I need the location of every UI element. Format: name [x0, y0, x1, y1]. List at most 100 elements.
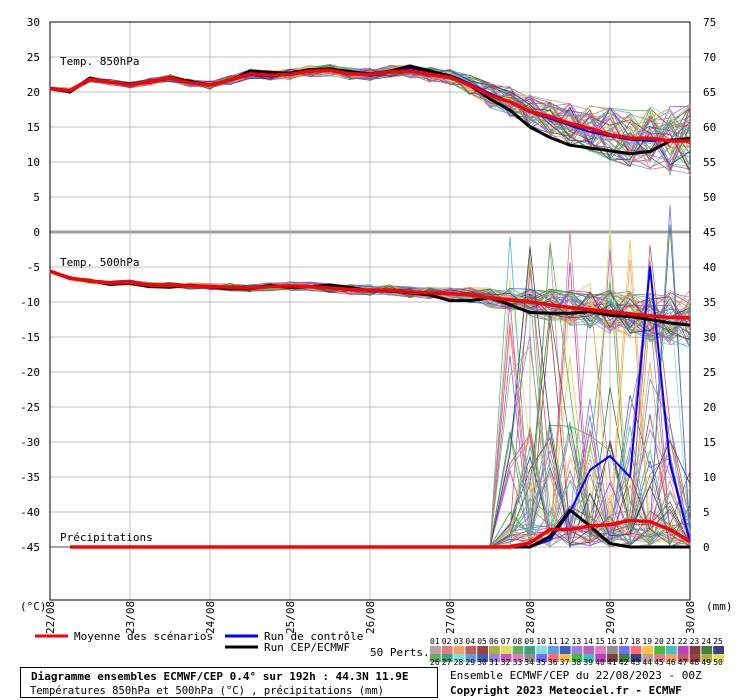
pert-swatch-bottom [559, 654, 571, 662]
pert-number-top: 18 [631, 637, 641, 646]
right-tick-label: 60 [703, 121, 716, 134]
pert-number-top: 13 [572, 637, 582, 646]
pert-number-top: 06 [489, 637, 499, 646]
right-tick-label: 55 [703, 156, 716, 169]
pert-number-bottom: 39 [583, 658, 593, 667]
pert-number-top: 11 [548, 637, 558, 646]
right-tick-label: 45 [703, 226, 716, 239]
pert-swatch-top [618, 646, 630, 654]
right-tick-label: 25 [703, 366, 716, 379]
right-tick-label: 65 [703, 86, 716, 99]
right-tick-label: 40 [703, 261, 716, 274]
left-tick-label: 30 [27, 16, 40, 29]
left-tick-label: -15 [20, 331, 40, 344]
pert-swatch-top [548, 646, 559, 654]
pert-number-bottom: 45 [654, 658, 664, 667]
pert-number-bottom: 29 [465, 658, 475, 667]
left-tick-label: -10 [20, 296, 40, 309]
chart-title: Diagramme ensembles ECMWF/CEP 0.4° sur 1… [31, 670, 409, 683]
pert-number-top: 23 [690, 637, 700, 646]
x-date-label: 24/08 [204, 601, 217, 634]
pert-850-line [49, 70, 691, 167]
pert-swatch-top [524, 646, 536, 654]
legend-control-label: Run de contrôle [264, 630, 363, 643]
left-unit-label: (°C) [20, 600, 47, 613]
title-box: Diagramme ensembles ECMWF/CEP 0.4° sur 1… [20, 667, 438, 698]
pert-swatch-top [489, 646, 500, 654]
pert-number-bottom: 37 [560, 658, 570, 667]
pert-swatch-bottom [512, 654, 524, 662]
panel-label-500: Temp. 500hPa [60, 256, 139, 269]
pert-number-bottom: 26 [430, 658, 440, 667]
pert-swatch-top [713, 646, 724, 654]
pert-number-bottom: 34 [524, 658, 534, 667]
pert-swatch-top [453, 646, 465, 654]
right-tick-label: 0 [703, 541, 710, 554]
legend: Moyenne des scénarios Run de contrôle Ru… [35, 630, 724, 667]
pert-number-bottom: 31 [489, 658, 499, 667]
right-tick-label: 70 [703, 51, 716, 64]
plot-frame [49, 21, 691, 601]
pert-swatch-top [607, 646, 618, 654]
pert-number-bottom: 40 [595, 658, 605, 667]
legend-mean-label: Moyenne des scénarios [74, 630, 213, 643]
pert-swatch-top [477, 646, 488, 654]
right-tick-label: 75 [703, 16, 716, 29]
pert-swatch-bottom [595, 654, 606, 662]
pert-swatch-bottom [430, 654, 441, 662]
left-tick-label: -45 [20, 541, 40, 554]
perturbation-legend-grid: 01 02 03 04 05 06 07 08 09 10 11 12 13 14 15 16 17 18 19 20… [430, 637, 724, 667]
left-tick-label: 15 [27, 121, 40, 134]
x-date-label: 22/08 [44, 601, 57, 634]
chart-axes [49, 21, 691, 601]
pert-swatch-top [500, 646, 512, 654]
x-date-label: 30/08 [684, 601, 697, 634]
pert-swatch-bottom [618, 654, 630, 662]
right-tick-label: 10 [703, 471, 716, 484]
pert-swatch-bottom [500, 654, 512, 662]
left-tick-label: -25 [20, 401, 40, 414]
x-date-label: 29/08 [604, 601, 617, 634]
pert-swatch-bottom [571, 654, 583, 662]
pert-swatch-bottom [441, 654, 453, 662]
pert-swatch-top [512, 646, 524, 654]
pert-number-top: 01 [430, 637, 440, 646]
pert-number-bottom: 27 [442, 658, 452, 667]
panel-label-850: Temp. 850hPa [60, 55, 139, 68]
left-tick-label: 5 [33, 191, 40, 204]
pert-swatch-top [441, 646, 453, 654]
pert-swatch-top [654, 646, 665, 654]
pert-number-top: 25 [713, 637, 723, 646]
left-tick-label: 0 [33, 226, 40, 239]
left-tick-label: 10 [27, 156, 40, 169]
pert-swatch-bottom [666, 654, 677, 662]
pert-number-top: 08 [513, 637, 523, 646]
left-tick-label: -30 [20, 436, 40, 449]
pert-number-bottom: 43 [631, 658, 641, 667]
x-date-label: 25/08 [284, 601, 297, 634]
pert-swatch-top [430, 646, 441, 654]
left-tick-label: -40 [20, 506, 40, 519]
run-info: Ensemble ECMWF/CEP du 22/08/2023 - 00Z [450, 669, 702, 682]
pert-number-bottom: 30 [477, 658, 487, 667]
pert-number-top: 12 [560, 637, 570, 646]
pert-number-bottom: 47 [678, 658, 688, 667]
pert-number-top: 03 [454, 637, 464, 646]
right-tick-label: 15 [703, 436, 716, 449]
pert-number-bottom: 38 [572, 658, 582, 667]
pert-swatch-top [642, 646, 654, 654]
pert-number-bottom: 32 [501, 658, 511, 667]
pert-swatch-bottom [524, 654, 536, 662]
x-date-label: 27/08 [444, 601, 457, 634]
pert-number-bottom: 50 [713, 658, 723, 667]
pert-number-top: 09 [524, 637, 534, 646]
pert-number-top: 21 [666, 637, 676, 646]
right-tick-label: 35 [703, 296, 716, 309]
left-tick-label: 20 [27, 86, 40, 99]
pert-swatch-bottom [583, 654, 595, 662]
pert-swatch-bottom [630, 654, 642, 662]
pert-swatch-bottom [453, 654, 465, 662]
pert-swatch-top [666, 646, 677, 654]
right-tick-label: 30 [703, 331, 716, 344]
